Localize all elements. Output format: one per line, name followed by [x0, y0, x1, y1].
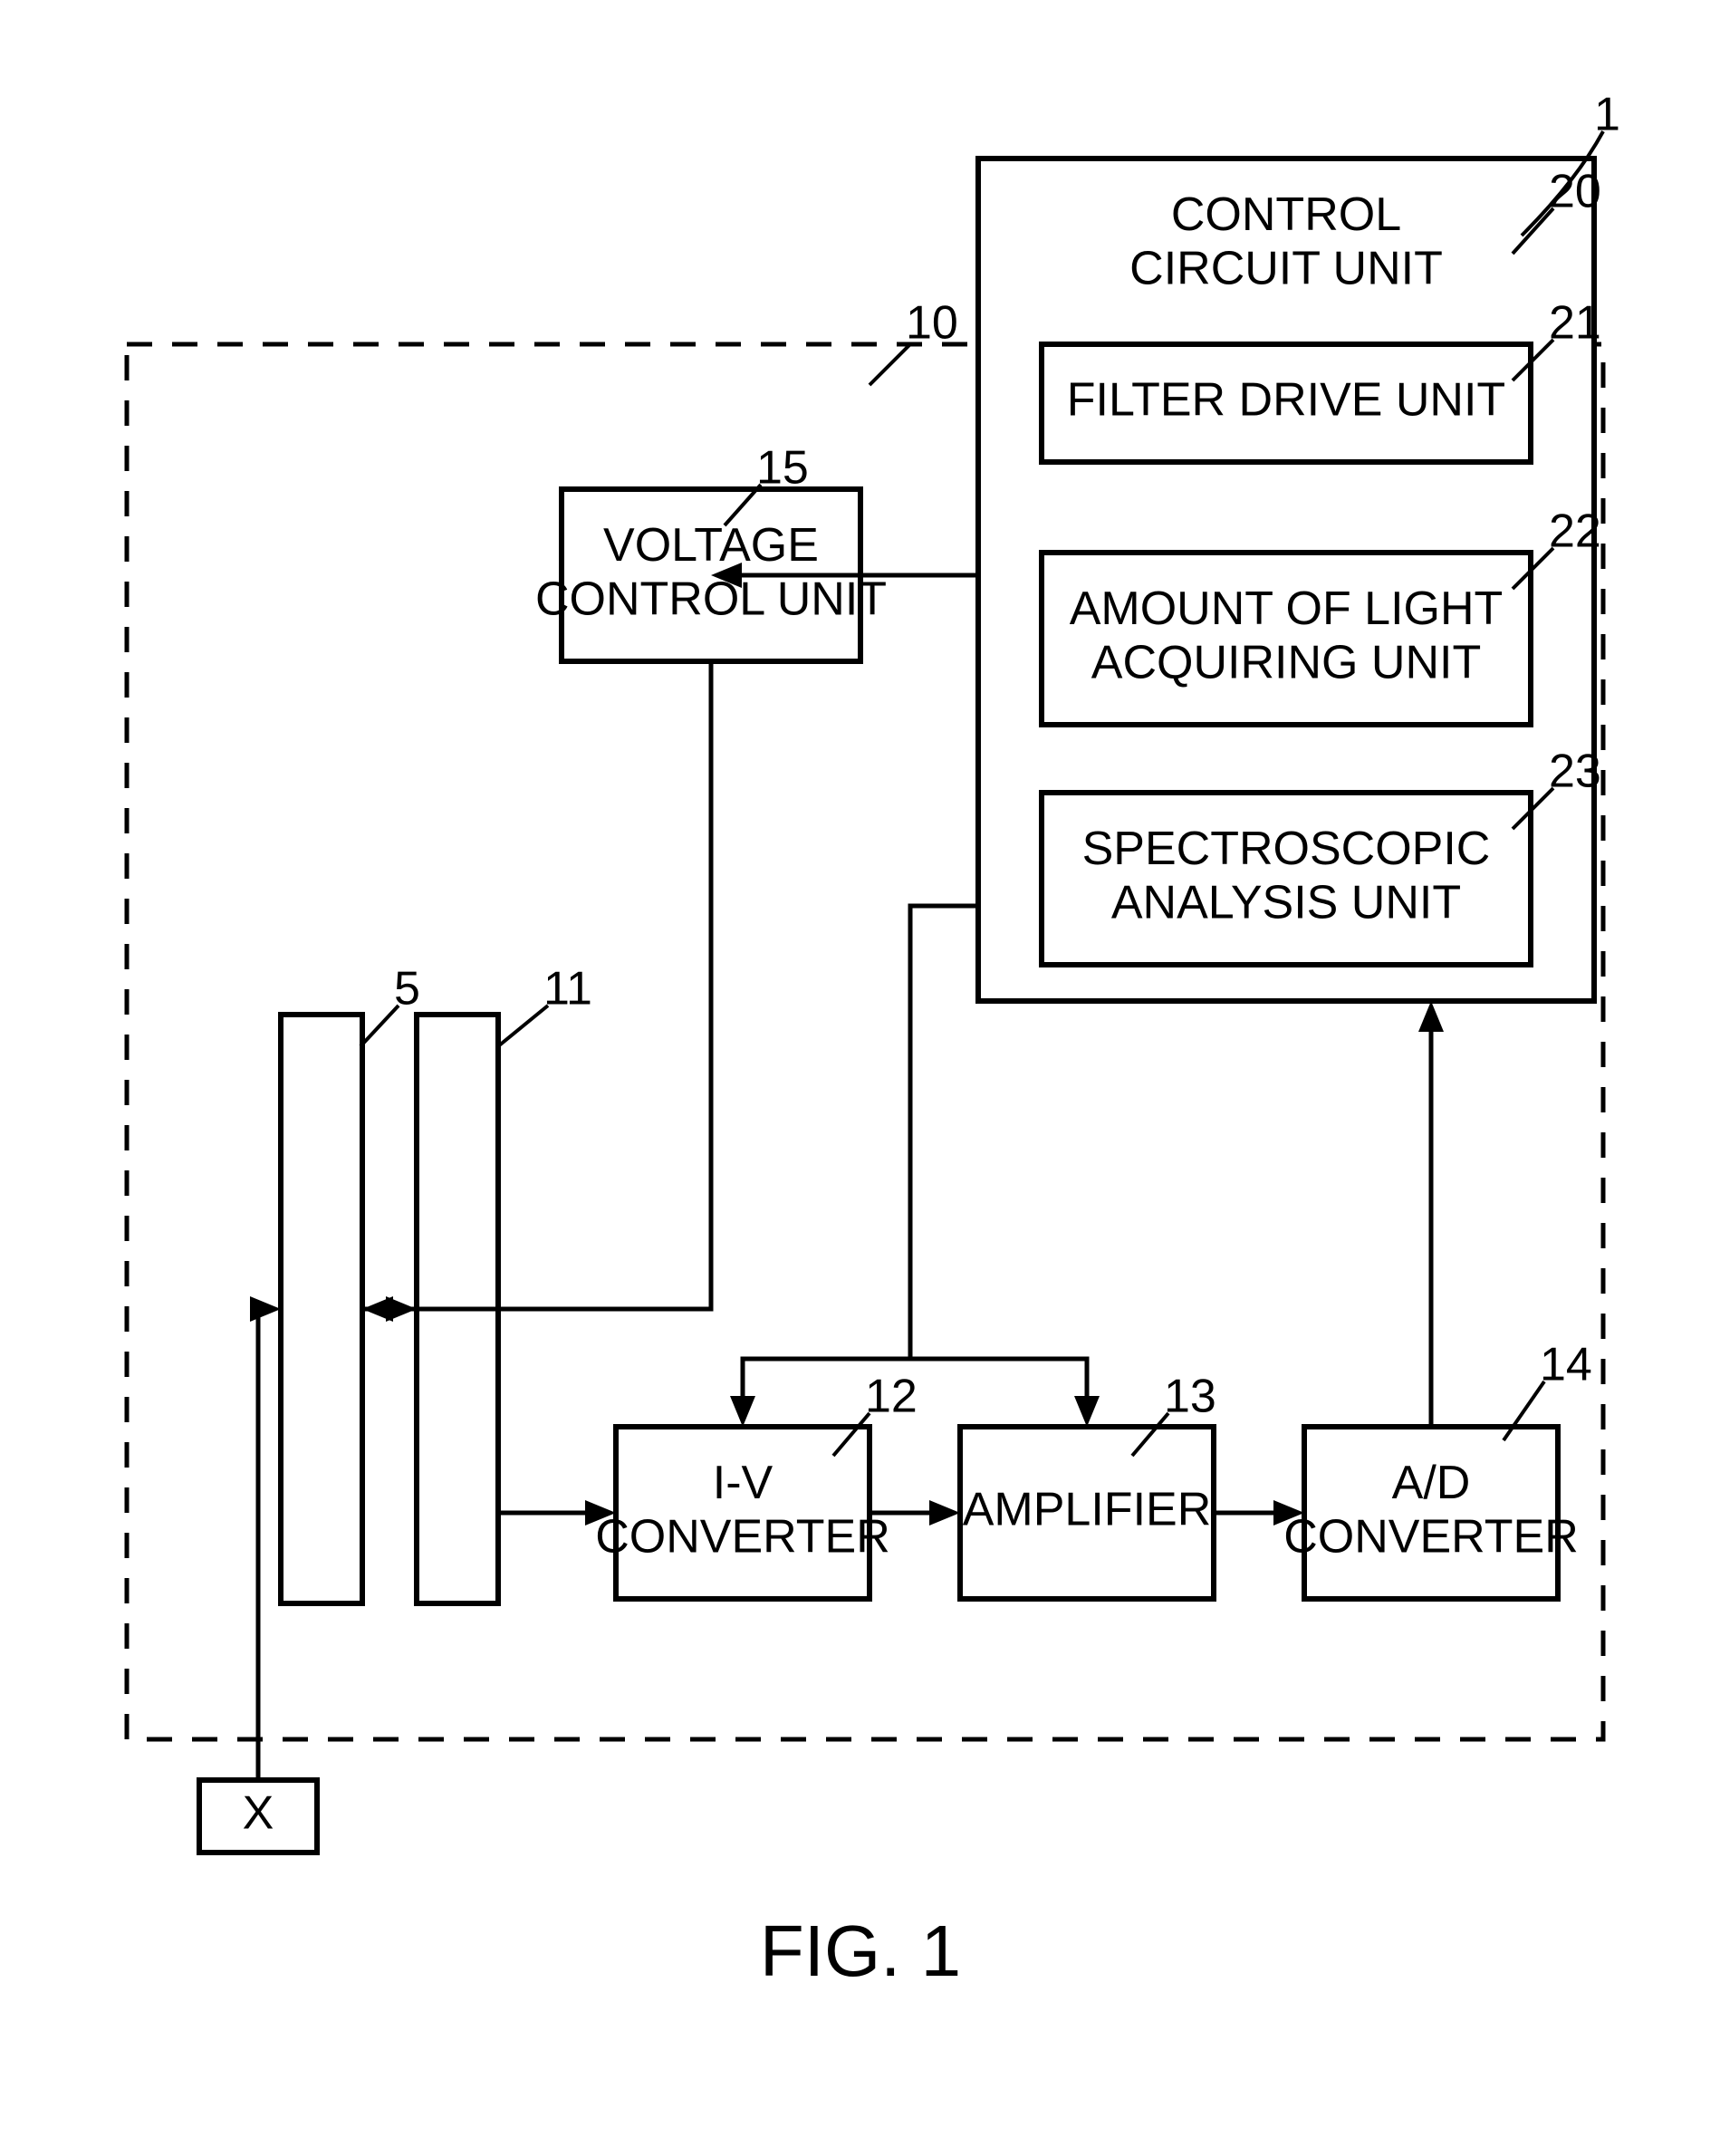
svg-text:X: X: [243, 1787, 274, 1840]
svg-text:1: 1: [1594, 89, 1620, 141]
svg-text:11: 11: [543, 963, 592, 1015]
svg-text:22: 22: [1549, 505, 1601, 558]
svg-text:I-V: I-V: [713, 1457, 774, 1509]
svg-text:10: 10: [906, 297, 958, 350]
svg-text:AMOUNT OF LIGHT: AMOUNT OF LIGHT: [1070, 582, 1504, 635]
svg-text:VOLTAGE: VOLTAGE: [603, 519, 819, 572]
svg-text:AMPLIFIER: AMPLIFIER: [963, 1484, 1212, 1536]
svg-text:CONTROL UNIT: CONTROL UNIT: [535, 573, 887, 626]
svg-text:21: 21: [1549, 297, 1601, 350]
svg-text:ACQUIRING UNIT: ACQUIRING UNIT: [1091, 637, 1481, 689]
svg-text:13: 13: [1164, 1371, 1216, 1423]
svg-text:5: 5: [394, 963, 420, 1015]
svg-text:A/D: A/D: [1392, 1457, 1471, 1509]
svg-text:SPECTROSCOPIC: SPECTROSCOPIC: [1082, 823, 1491, 875]
svg-text:ANALYSIS UNIT: ANALYSIS UNIT: [1111, 877, 1461, 929]
svg-text:CONVERTER: CONVERTER: [1283, 1511, 1579, 1564]
svg-text:FIG. 1: FIG. 1: [760, 1911, 961, 1991]
svg-text:20: 20: [1549, 166, 1601, 218]
svg-text:CONVERTER: CONVERTER: [595, 1511, 890, 1564]
svg-text:23: 23: [1549, 746, 1601, 798]
svg-text:CONTROL: CONTROL: [1171, 188, 1401, 241]
svg-text:15: 15: [756, 442, 809, 495]
svg-text:12: 12: [865, 1371, 918, 1423]
svg-text:14: 14: [1540, 1339, 1592, 1391]
svg-text:FILTER DRIVE UNIT: FILTER DRIVE UNIT: [1067, 374, 1505, 427]
svg-text:CIRCUIT UNIT: CIRCUIT UNIT: [1129, 243, 1443, 295]
